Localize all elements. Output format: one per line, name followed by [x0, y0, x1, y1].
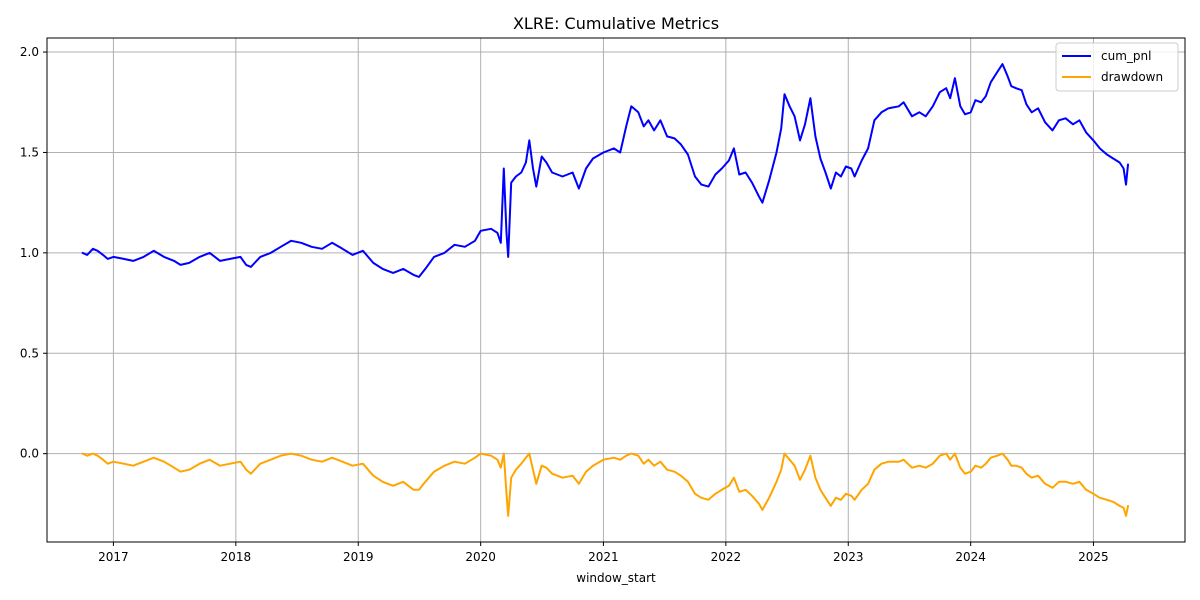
series-line-drawdown — [81, 452, 1129, 517]
grid-layer — [47, 38, 1185, 542]
x-tick-label: 2025 — [1078, 550, 1109, 564]
x-tick-label: 2017 — [98, 550, 129, 564]
plot-frame — [46, 37, 1186, 543]
x-tick-label: 2023 — [833, 550, 864, 564]
x-tick-label: 2022 — [711, 550, 742, 564]
y-tick-label: 1.0 — [20, 246, 39, 260]
series-layer — [81, 63, 1129, 517]
y-tick-label: 0.0 — [20, 447, 39, 461]
chart-title: XLRE: Cumulative Metrics — [513, 14, 719, 33]
series-line-cum-pnl — [81, 63, 1129, 278]
x-tick-label: 2019 — [343, 550, 374, 564]
y-tick-label: 1.5 — [20, 145, 39, 159]
y-tick-label: 0.5 — [20, 346, 39, 360]
x-axis-label: window_start — [576, 571, 656, 585]
legend: cum_pnl drawdown — [1055, 42, 1179, 92]
tick-layer: 2017 2018 2019 2020 2021 2022 2023 2024 2025 0.0 0… — [20, 45, 1109, 564]
x-tick-label: 2018 — [221, 550, 252, 564]
y-tick-label: 2.0 — [20, 45, 39, 59]
x-tick-label: 2021 — [588, 550, 619, 564]
x-tick-label: 2020 — [465, 550, 496, 564]
legend-label-cum-pnl: cum_pnl — [1101, 49, 1151, 63]
x-tick-label: 2024 — [955, 550, 986, 564]
legend-label-drawdown: drawdown — [1101, 70, 1163, 84]
